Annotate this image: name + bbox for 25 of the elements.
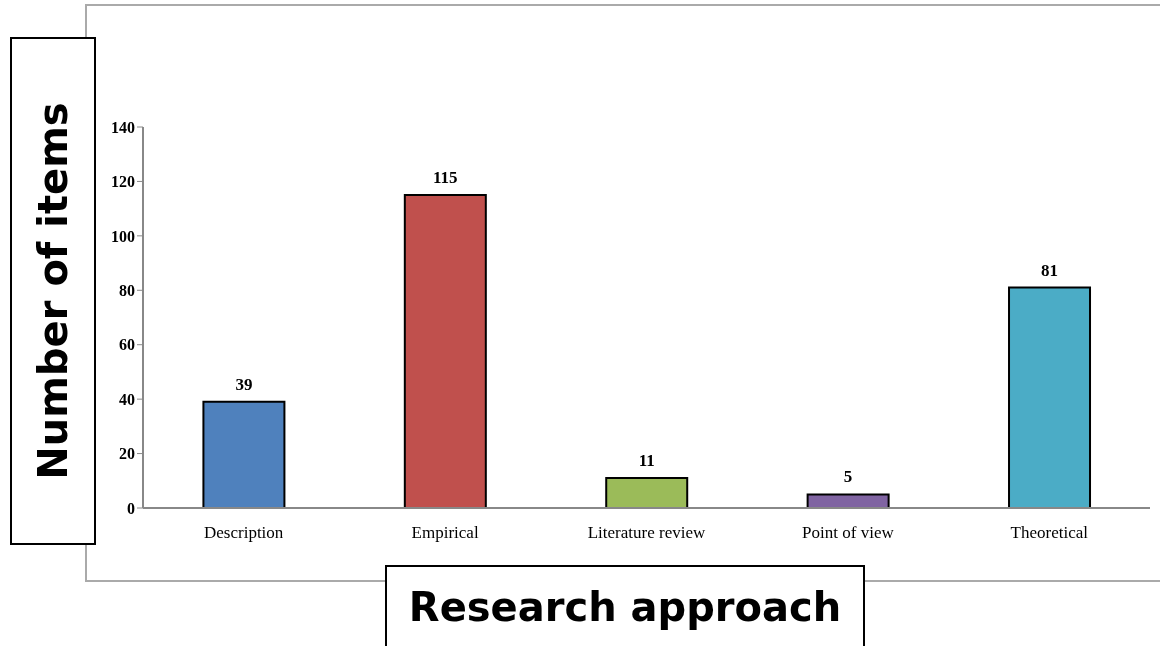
bar: [806, 493, 890, 508]
data-label: 81: [1041, 260, 1059, 280]
y-tick-label: 20: [119, 445, 135, 463]
x-tick-label: Empirical: [411, 523, 479, 543]
y-axis-title: Number of items: [30, 102, 76, 480]
bar: [605, 477, 689, 508]
y-tick-label: 140: [111, 118, 135, 136]
x-axis-title: Research approach: [408, 584, 842, 630]
bar: [1008, 286, 1092, 508]
x-tick-label: Description: [204, 523, 284, 543]
data-label: 11: [638, 451, 655, 471]
y-tick-label: 100: [111, 227, 135, 245]
data-label: 115: [433, 168, 458, 188]
bar: [403, 194, 487, 508]
y-tick-label: 120: [111, 173, 135, 191]
data-label: 39: [235, 374, 253, 394]
y-tick-label: 0: [127, 499, 135, 517]
y-tick-label: 80: [119, 281, 135, 299]
x-tick-label: Theoretical: [1010, 523, 1089, 543]
data-label: 5: [843, 467, 853, 487]
x-tick-label: Literature review: [587, 523, 706, 543]
x-tick-label: Point of view: [802, 523, 895, 543]
y-tick-label: 40: [119, 390, 135, 408]
bar: [202, 400, 286, 508]
y-tick-label: 60: [119, 336, 135, 354]
